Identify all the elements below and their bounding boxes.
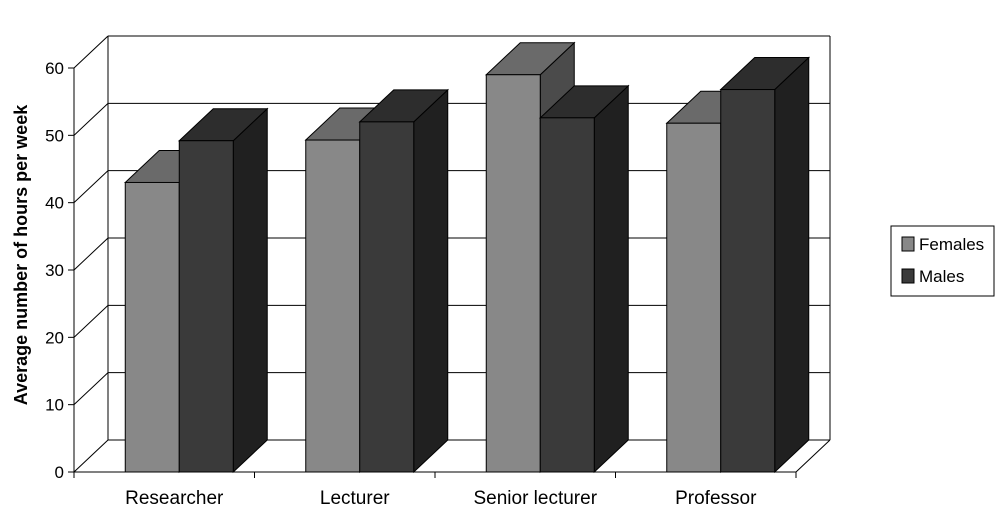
bars	[123, 41, 811, 474]
gridline-side	[73, 237, 109, 271]
y-tick-label: 0	[55, 463, 64, 482]
y-axis-label: Average number of hours per week	[11, 104, 31, 405]
y-tick-label: 10	[45, 396, 64, 415]
x-tick-label: Lecturer	[320, 488, 390, 509]
y-tick-label: 50	[45, 126, 64, 145]
bar-males-0	[177, 107, 269, 474]
legend-label-males: Males	[919, 267, 964, 286]
bar-side	[774, 56, 810, 474]
gridline-side	[73, 304, 109, 338]
y-tick-label: 60	[45, 59, 64, 78]
bar-front	[539, 117, 595, 473]
legend-swatch-males	[901, 268, 915, 284]
bar-front	[305, 139, 361, 473]
x-tick-label: Researcher	[125, 488, 224, 509]
floor-right-edge	[795, 439, 831, 473]
bar-males-3	[719, 56, 811, 474]
y-tick-label: 30	[45, 261, 64, 280]
legend-label-females: Females	[919, 235, 984, 254]
gridline-side	[73, 372, 109, 406]
y-tick-label: 40	[45, 194, 64, 213]
gridline-side	[73, 35, 109, 69]
bar-males-1	[358, 88, 450, 474]
bar-front	[666, 122, 722, 473]
gridline-side	[73, 439, 109, 473]
bar-front	[124, 181, 180, 473]
gridline-side	[73, 170, 109, 204]
tick-labels: 0 10 20 30 40 50 60 Researcher Lecturer Senior le…	[45, 59, 757, 509]
bar-front	[485, 74, 541, 473]
bar-side	[413, 88, 449, 474]
bar-side	[593, 84, 629, 474]
bar-front	[178, 140, 234, 473]
bar-males-2	[538, 84, 630, 474]
gridline-side	[73, 102, 109, 136]
bar-front	[359, 121, 415, 473]
bar-side	[232, 107, 268, 474]
y-tick-label: 20	[45, 328, 64, 347]
legend: Females Males	[890, 225, 995, 297]
bar-front	[720, 89, 776, 473]
x-tick-label: Professor	[675, 488, 757, 509]
x-tick-label: Senior lecturer	[473, 488, 597, 509]
legend-swatch-females	[901, 236, 915, 252]
